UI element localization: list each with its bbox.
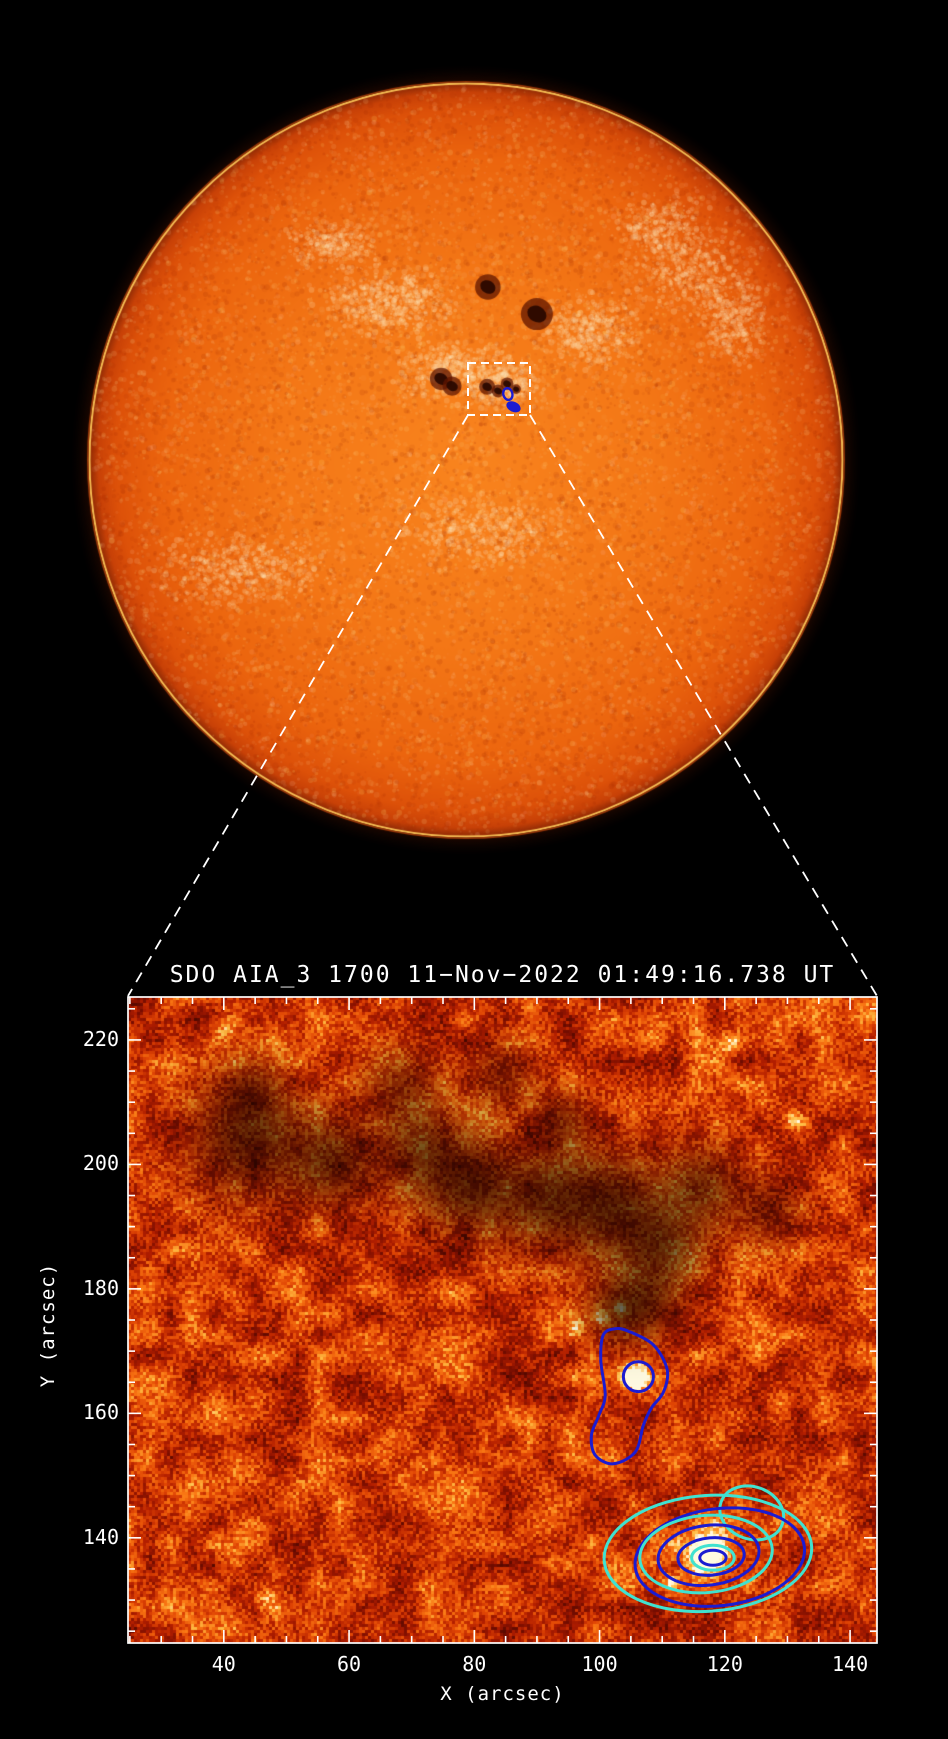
x-axis-label: X (arcsec) <box>440 1683 565 1705</box>
x-tick-label: 140 <box>832 1652 869 1676</box>
y-tick-label: 200 <box>82 1151 119 1176</box>
x-tick-label: 80 <box>462 1652 487 1676</box>
y-tick-label: 220 <box>82 1026 119 1051</box>
y-tick-label: 160 <box>82 1400 119 1425</box>
x-tick-label: 60 <box>337 1652 362 1676</box>
x-tick-label: 40 <box>211 1652 236 1676</box>
x-tick-label: 100 <box>581 1652 618 1676</box>
panel-title: SDO AIA_3 1700 11−Nov−2022 01:49:16.738 … <box>169 962 836 988</box>
y-tick-label: 180 <box>82 1275 119 1300</box>
y-tick-label: 140 <box>82 1524 119 1549</box>
x-tick-label: 120 <box>706 1652 743 1676</box>
y-axis-label: Y (arcsec) <box>37 1262 59 1388</box>
full-disk-sun-image <box>0 0 948 980</box>
zoom-panel-image <box>128 997 877 1643</box>
